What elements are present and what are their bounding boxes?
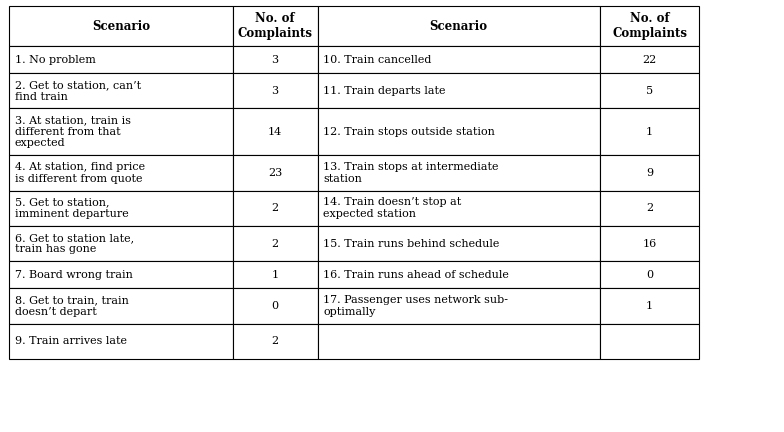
Bar [233, 6, 318, 46]
Text: 12. Train stops outside station: 12. Train stops outside station [323, 127, 495, 137]
Text: 2: 2 [271, 203, 279, 213]
Bar [233, 155, 318, 191]
Text: 1: 1 [646, 127, 653, 137]
Text: 2. Get to station, can’t
find train: 2. Get to station, can’t find train [15, 80, 141, 102]
Text: 10. Train cancelled: 10. Train cancelled [323, 54, 431, 65]
Bar [9, 288, 233, 324]
Bar [9, 155, 233, 191]
Text: 5. Get to station,
imminent departure: 5. Get to station, imminent departure [15, 197, 129, 219]
Text: 2: 2 [646, 203, 653, 213]
Text: 7. Board wrong train: 7. Board wrong train [15, 270, 132, 280]
Bar [318, 226, 600, 261]
Bar [233, 108, 318, 155]
Bar [318, 261, 600, 288]
Bar [9, 108, 233, 155]
Bar [9, 6, 233, 46]
Bar [233, 226, 318, 261]
Bar [600, 73, 699, 108]
Text: 11. Train departs late: 11. Train departs late [323, 86, 445, 96]
Text: 1. No problem: 1. No problem [15, 54, 96, 65]
Text: Scenario: Scenario [92, 20, 151, 33]
Text: 15. Train runs behind schedule: 15. Train runs behind schedule [323, 238, 499, 249]
Bar [9, 46, 233, 73]
Text: 2: 2 [271, 238, 279, 249]
Bar [9, 73, 233, 108]
Text: 0: 0 [271, 301, 279, 311]
Bar [233, 73, 318, 108]
Text: 0: 0 [646, 270, 653, 280]
Text: 3: 3 [271, 86, 279, 96]
Bar [233, 261, 318, 288]
Bar [600, 108, 699, 155]
Bar [9, 261, 233, 288]
Bar [233, 46, 318, 73]
Text: 1: 1 [271, 270, 279, 280]
Text: 23: 23 [268, 168, 282, 178]
Text: No. of
Complaints: No. of Complaints [612, 13, 687, 40]
Text: 9. Train arrives late: 9. Train arrives late [15, 336, 127, 346]
Text: 1: 1 [646, 301, 653, 311]
Text: 22: 22 [642, 54, 657, 65]
Bar [600, 288, 699, 324]
Bar [233, 191, 318, 226]
Bar [600, 155, 699, 191]
Bar [600, 191, 699, 226]
Text: 13. Train stops at intermediate
station: 13. Train stops at intermediate station [323, 162, 499, 184]
Bar [600, 324, 699, 359]
Bar [318, 155, 600, 191]
Text: 5: 5 [646, 86, 653, 96]
Bar [600, 6, 699, 46]
Text: 3. At station, train is
different from that
expected: 3. At station, train is different from t… [15, 115, 131, 148]
Bar [318, 46, 600, 73]
Bar [318, 191, 600, 226]
Text: 9: 9 [646, 168, 653, 178]
Text: 8. Get to train, train
doesn’t depart: 8. Get to train, train doesn’t depart [15, 295, 129, 317]
Text: 16. Train runs ahead of schedule: 16. Train runs ahead of schedule [323, 270, 509, 280]
Bar [318, 288, 600, 324]
Text: 16: 16 [642, 238, 657, 249]
Text: 14. Train doesn’t stop at
expected station: 14. Train doesn’t stop at expected stati… [323, 197, 461, 219]
Bar [233, 324, 318, 359]
Bar [9, 324, 233, 359]
Bar [318, 73, 600, 108]
Bar [233, 288, 318, 324]
Text: 3: 3 [271, 54, 279, 65]
Bar [600, 261, 699, 288]
Text: 14: 14 [268, 127, 282, 137]
Text: No. of
Complaints: No. of Complaints [238, 13, 313, 40]
Text: 6. Get to station late,
train has gone: 6. Get to station late, train has gone [15, 233, 134, 254]
Bar [9, 226, 233, 261]
Text: 17. Passenger uses network sub-
optimally: 17. Passenger uses network sub- optimall… [323, 295, 508, 317]
Bar [600, 226, 699, 261]
Bar [318, 324, 600, 359]
Text: Scenario: Scenario [430, 20, 488, 33]
Text: 4. At station, find price
is different from quote: 4. At station, find price is different f… [15, 162, 145, 184]
Bar [9, 191, 233, 226]
Bar [318, 108, 600, 155]
Text: 2: 2 [271, 336, 279, 346]
Bar [318, 6, 600, 46]
Bar [600, 46, 699, 73]
